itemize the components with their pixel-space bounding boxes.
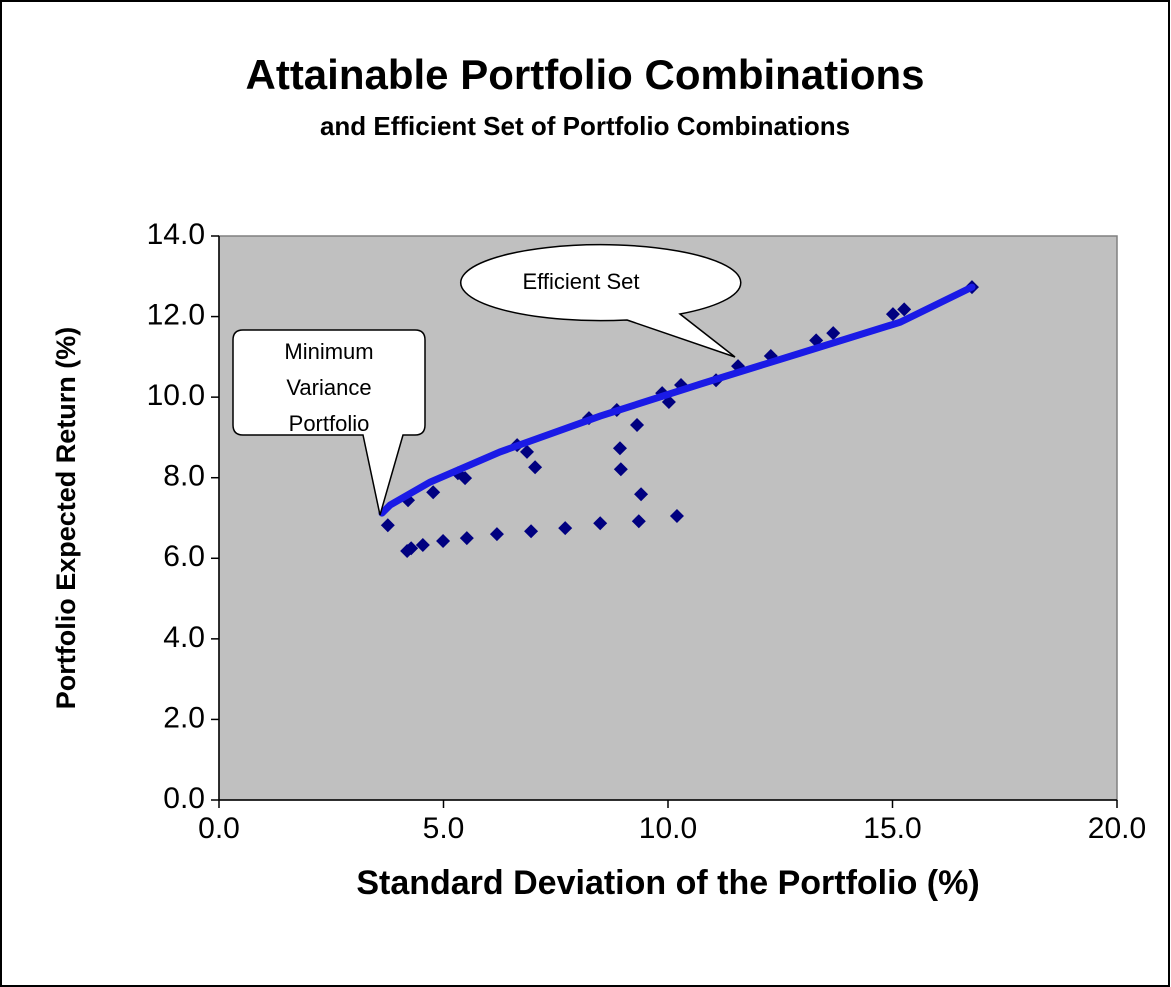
y-tick-label: 4.0 <box>163 621 205 654</box>
point <box>489 527 504 542</box>
point <box>669 508 684 523</box>
point <box>528 460 543 475</box>
point <box>459 531 474 546</box>
point <box>634 487 649 502</box>
chart-subtitle: and Efficient Set of Portfolio Combinati… <box>320 111 850 141</box>
x-tick-label: 5.0 <box>423 812 465 845</box>
y-tick-label: 14.0 <box>147 218 205 251</box>
y-tick-label: 6.0 <box>163 540 205 573</box>
point <box>415 537 430 552</box>
callout-efficient-set <box>460 243 742 358</box>
y-tick-label: 10.0 <box>147 379 205 412</box>
point <box>436 533 451 548</box>
point <box>826 326 841 341</box>
x-tick-label: 10.0 <box>639 812 697 845</box>
point <box>524 524 539 539</box>
callout-text: Efficient Set <box>523 269 640 294</box>
efficient-set-line <box>378 283 976 517</box>
point <box>897 302 912 317</box>
point <box>380 518 395 533</box>
point <box>400 544 415 559</box>
y-axis-label: Portfolio Expected Return (%) <box>51 327 81 710</box>
y-tick-label: 12.0 <box>147 298 205 331</box>
point <box>520 444 535 459</box>
x-tick-label: 0.0 <box>198 812 240 845</box>
y-tick-label: 8.0 <box>163 460 205 493</box>
point <box>558 521 573 536</box>
y-tick-label: 2.0 <box>163 701 205 734</box>
y-tick-label: 0.0 <box>163 782 205 815</box>
point <box>613 462 628 477</box>
point <box>458 471 473 486</box>
point <box>593 516 608 531</box>
x-axis-label: Standard Deviation of the Portfolio (%) <box>356 864 979 902</box>
point <box>630 417 645 432</box>
point <box>885 307 900 322</box>
chart-title: Attainable Portfolio Combinations <box>246 51 925 98</box>
callout-text: Minimum <box>284 339 373 364</box>
callout-min-variance <box>232 329 426 516</box>
point <box>631 514 646 529</box>
point <box>612 441 627 456</box>
x-tick-label: 15.0 <box>863 812 921 845</box>
point <box>426 485 441 500</box>
callout-text: Portfolio <box>289 411 370 436</box>
callout-text: Variance <box>286 375 371 400</box>
x-tick-label: 20.0 <box>1088 812 1146 845</box>
